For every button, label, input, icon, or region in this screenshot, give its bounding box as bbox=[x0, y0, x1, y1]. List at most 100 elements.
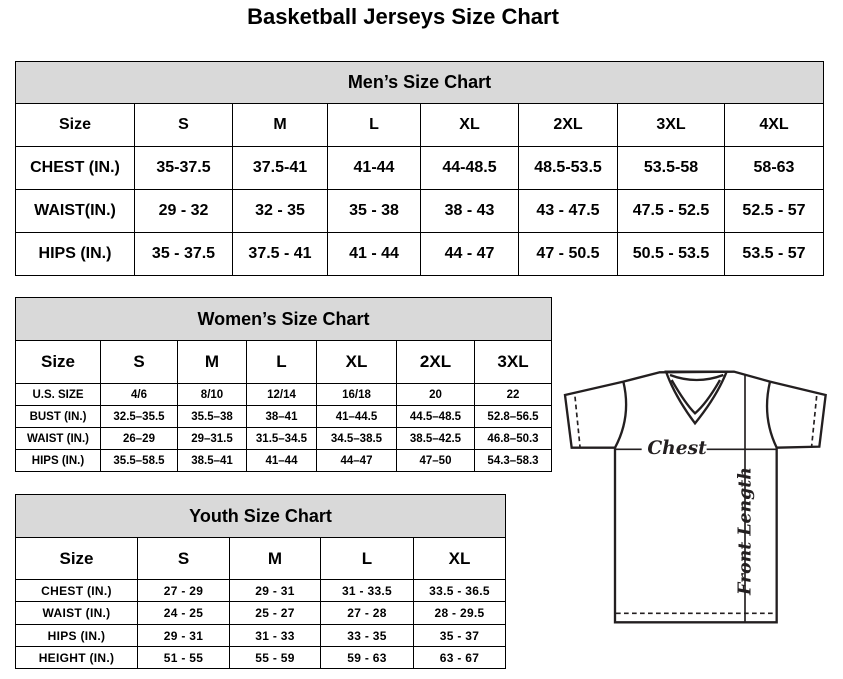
table-cell: 54.3–58.3 bbox=[473, 449, 553, 472]
table-row: HEIGHT (IN.) 51 - 55 55 - 59 59 - 63 63 - 67 bbox=[15, 646, 507, 669]
row-label: CHEST (IN.) bbox=[15, 146, 135, 190]
womens-size-table: Women’s Size Chart Size S M L XL 2XL 3XL U.S. SI… bbox=[14, 297, 553, 472]
table-cell: 35 - 38 bbox=[327, 189, 421, 233]
table-cell: 53.5 - 57 bbox=[724, 232, 824, 276]
table-cell: 24 - 25 bbox=[137, 601, 230, 625]
table-row: WAIST(IN.) 29 - 32 32 - 35 35 - 38 38 - 43 43… bbox=[15, 189, 824, 233]
table-cell: 38.5–41 bbox=[177, 449, 247, 472]
table-cell: M bbox=[232, 103, 328, 147]
table-cell: 16/18 bbox=[316, 383, 397, 406]
table-cell: 44–47 bbox=[316, 449, 397, 472]
table-cell: 59 - 63 bbox=[320, 646, 414, 669]
women-table-heading-row: Women’s Size Chart bbox=[14, 297, 553, 341]
mens-size-table: Men’s Size Chart Size S M L XL 2XL 3XL 4XL CHEST … bbox=[15, 61, 824, 276]
table-cell: L bbox=[327, 103, 421, 147]
table-cell: 37.5-41 bbox=[232, 146, 328, 190]
table-row: WAIST (IN.) 26–29 29–31.5 31.5–34.5 34.5–38.… bbox=[15, 427, 553, 450]
table-cell: 20 bbox=[396, 383, 475, 406]
table-cell: 63 - 67 bbox=[412, 646, 507, 669]
table-cell: M bbox=[229, 537, 321, 580]
row-label: HIPS (IN.) bbox=[15, 232, 135, 276]
table-cell: 3XL bbox=[617, 103, 725, 147]
table-cell: 25 - 27 bbox=[229, 601, 321, 625]
page-title: Basketball Jerseys Size Chart bbox=[247, 4, 559, 29]
youth-size-table: Youth Size Chart Size S M L XL CHEST (IN.) 27 -… bbox=[14, 494, 507, 669]
table-cell: 8/10 bbox=[177, 383, 247, 406]
table-cell: 31 - 33 bbox=[229, 624, 321, 647]
table-cell: 41 - 44 bbox=[327, 232, 421, 276]
table-cell: 43 - 47.5 bbox=[518, 189, 618, 233]
table-cell: 38–41 bbox=[246, 405, 317, 428]
table-cell: 35.5–58.5 bbox=[100, 449, 178, 472]
table-cell: 55 - 59 bbox=[229, 646, 321, 669]
table-cell: 41-44 bbox=[327, 146, 421, 190]
table-row: CHEST (IN.) 35-37.5 37.5-41 41-44 44-48.5 48.… bbox=[15, 146, 824, 190]
size-header-row: Size S M L XL 2XL 3XL 4XL bbox=[15, 103, 824, 147]
table-cell: XL bbox=[316, 340, 397, 384]
table-cell: 58-63 bbox=[724, 146, 824, 190]
table-cell: 32 - 35 bbox=[232, 189, 328, 233]
table-cell: 44 - 47 bbox=[420, 232, 519, 276]
table-cell: 38 - 43 bbox=[420, 189, 519, 233]
table-cell: 32.5–35.5 bbox=[100, 405, 178, 428]
table-cell: 33 - 35 bbox=[320, 624, 414, 647]
table-cell: 38.5–42.5 bbox=[396, 427, 475, 450]
table-cell: 29 - 31 bbox=[229, 579, 321, 602]
table-cell: 52.8–56.5 bbox=[473, 405, 553, 428]
table-cell: 51 - 55 bbox=[137, 646, 230, 669]
table-cell: 28 - 29.5 bbox=[412, 601, 507, 625]
table-cell: 52.5 - 57 bbox=[724, 189, 824, 233]
table-cell: 22 bbox=[473, 383, 553, 406]
table-cell: 44.5–48.5 bbox=[396, 405, 475, 428]
table-cell: L bbox=[246, 340, 317, 384]
table-cell: 29 - 31 bbox=[137, 624, 230, 647]
row-label: HIPS (IN.) bbox=[15, 624, 138, 647]
table-cell: 35-37.5 bbox=[134, 146, 233, 190]
table-cell: 48.5-53.5 bbox=[518, 146, 618, 190]
table-cell: S bbox=[134, 103, 233, 147]
table-cell: 29–31.5 bbox=[177, 427, 247, 450]
table-cell: S bbox=[137, 537, 230, 580]
row-label: WAIST (IN.) bbox=[15, 601, 138, 625]
row-label: WAIST (IN.) bbox=[15, 427, 101, 450]
row-label: BUST (IN.) bbox=[15, 405, 101, 428]
chest-label: Chest bbox=[647, 437, 707, 459]
table-cell: L bbox=[320, 537, 414, 580]
jersey-measurement-diagram: Chest Front Length bbox=[563, 370, 827, 624]
size-header-row: Size S M L XL 2XL 3XL bbox=[15, 340, 553, 384]
table-cell: 4XL bbox=[724, 103, 824, 147]
table-cell: 4/6 bbox=[100, 383, 178, 406]
table-row: HIPS (IN.) 35.5–58.5 38.5–41 41–44 44–47 47–5… bbox=[15, 449, 553, 472]
table-cell: M bbox=[177, 340, 247, 384]
table-cell: 29 - 32 bbox=[134, 189, 233, 233]
table-row: HIPS (IN.) 35 - 37.5 37.5 - 41 41 - 44 44 - … bbox=[15, 232, 824, 276]
table-cell: XL bbox=[420, 103, 519, 147]
table-row: WAIST (IN.) 24 - 25 25 - 27 27 - 28 28 - 29.… bbox=[15, 601, 507, 625]
table-cell: 33.5 - 36.5 bbox=[412, 579, 507, 602]
row-label: Size bbox=[15, 537, 138, 580]
table-cell: 31.5–34.5 bbox=[246, 427, 317, 450]
table-cell: 37.5 - 41 bbox=[232, 232, 328, 276]
row-label: U.S. SIZE bbox=[15, 383, 101, 406]
table-cell: 35.5–38 bbox=[177, 405, 247, 428]
table-cell: 35 - 37 bbox=[412, 624, 507, 647]
row-label: Size bbox=[15, 340, 101, 384]
table-cell: 27 - 29 bbox=[137, 579, 230, 602]
table-cell: 34.5–38.5 bbox=[316, 427, 397, 450]
table-cell: 47 - 50.5 bbox=[518, 232, 618, 276]
table-cell: 31 - 33.5 bbox=[320, 579, 414, 602]
table-cell: 27 - 28 bbox=[320, 601, 414, 625]
size-header-row: Size S M L XL bbox=[15, 537, 507, 580]
table-cell: 41–44.5 bbox=[316, 405, 397, 428]
table-cell: S bbox=[100, 340, 178, 384]
jersey-outline bbox=[563, 370, 827, 624]
table-cell: 2XL bbox=[518, 103, 618, 147]
youth-table-heading-row: Youth Size Chart bbox=[14, 494, 507, 538]
table-cell: 3XL bbox=[473, 340, 553, 384]
table-cell: 47.5 - 52.5 bbox=[617, 189, 725, 233]
men-table-heading-row: Men’s Size Chart bbox=[15, 61, 824, 104]
youth-table-heading: Youth Size Chart bbox=[14, 494, 507, 538]
table-cell: 50.5 - 53.5 bbox=[617, 232, 725, 276]
row-label: HIPS (IN.) bbox=[15, 449, 101, 472]
